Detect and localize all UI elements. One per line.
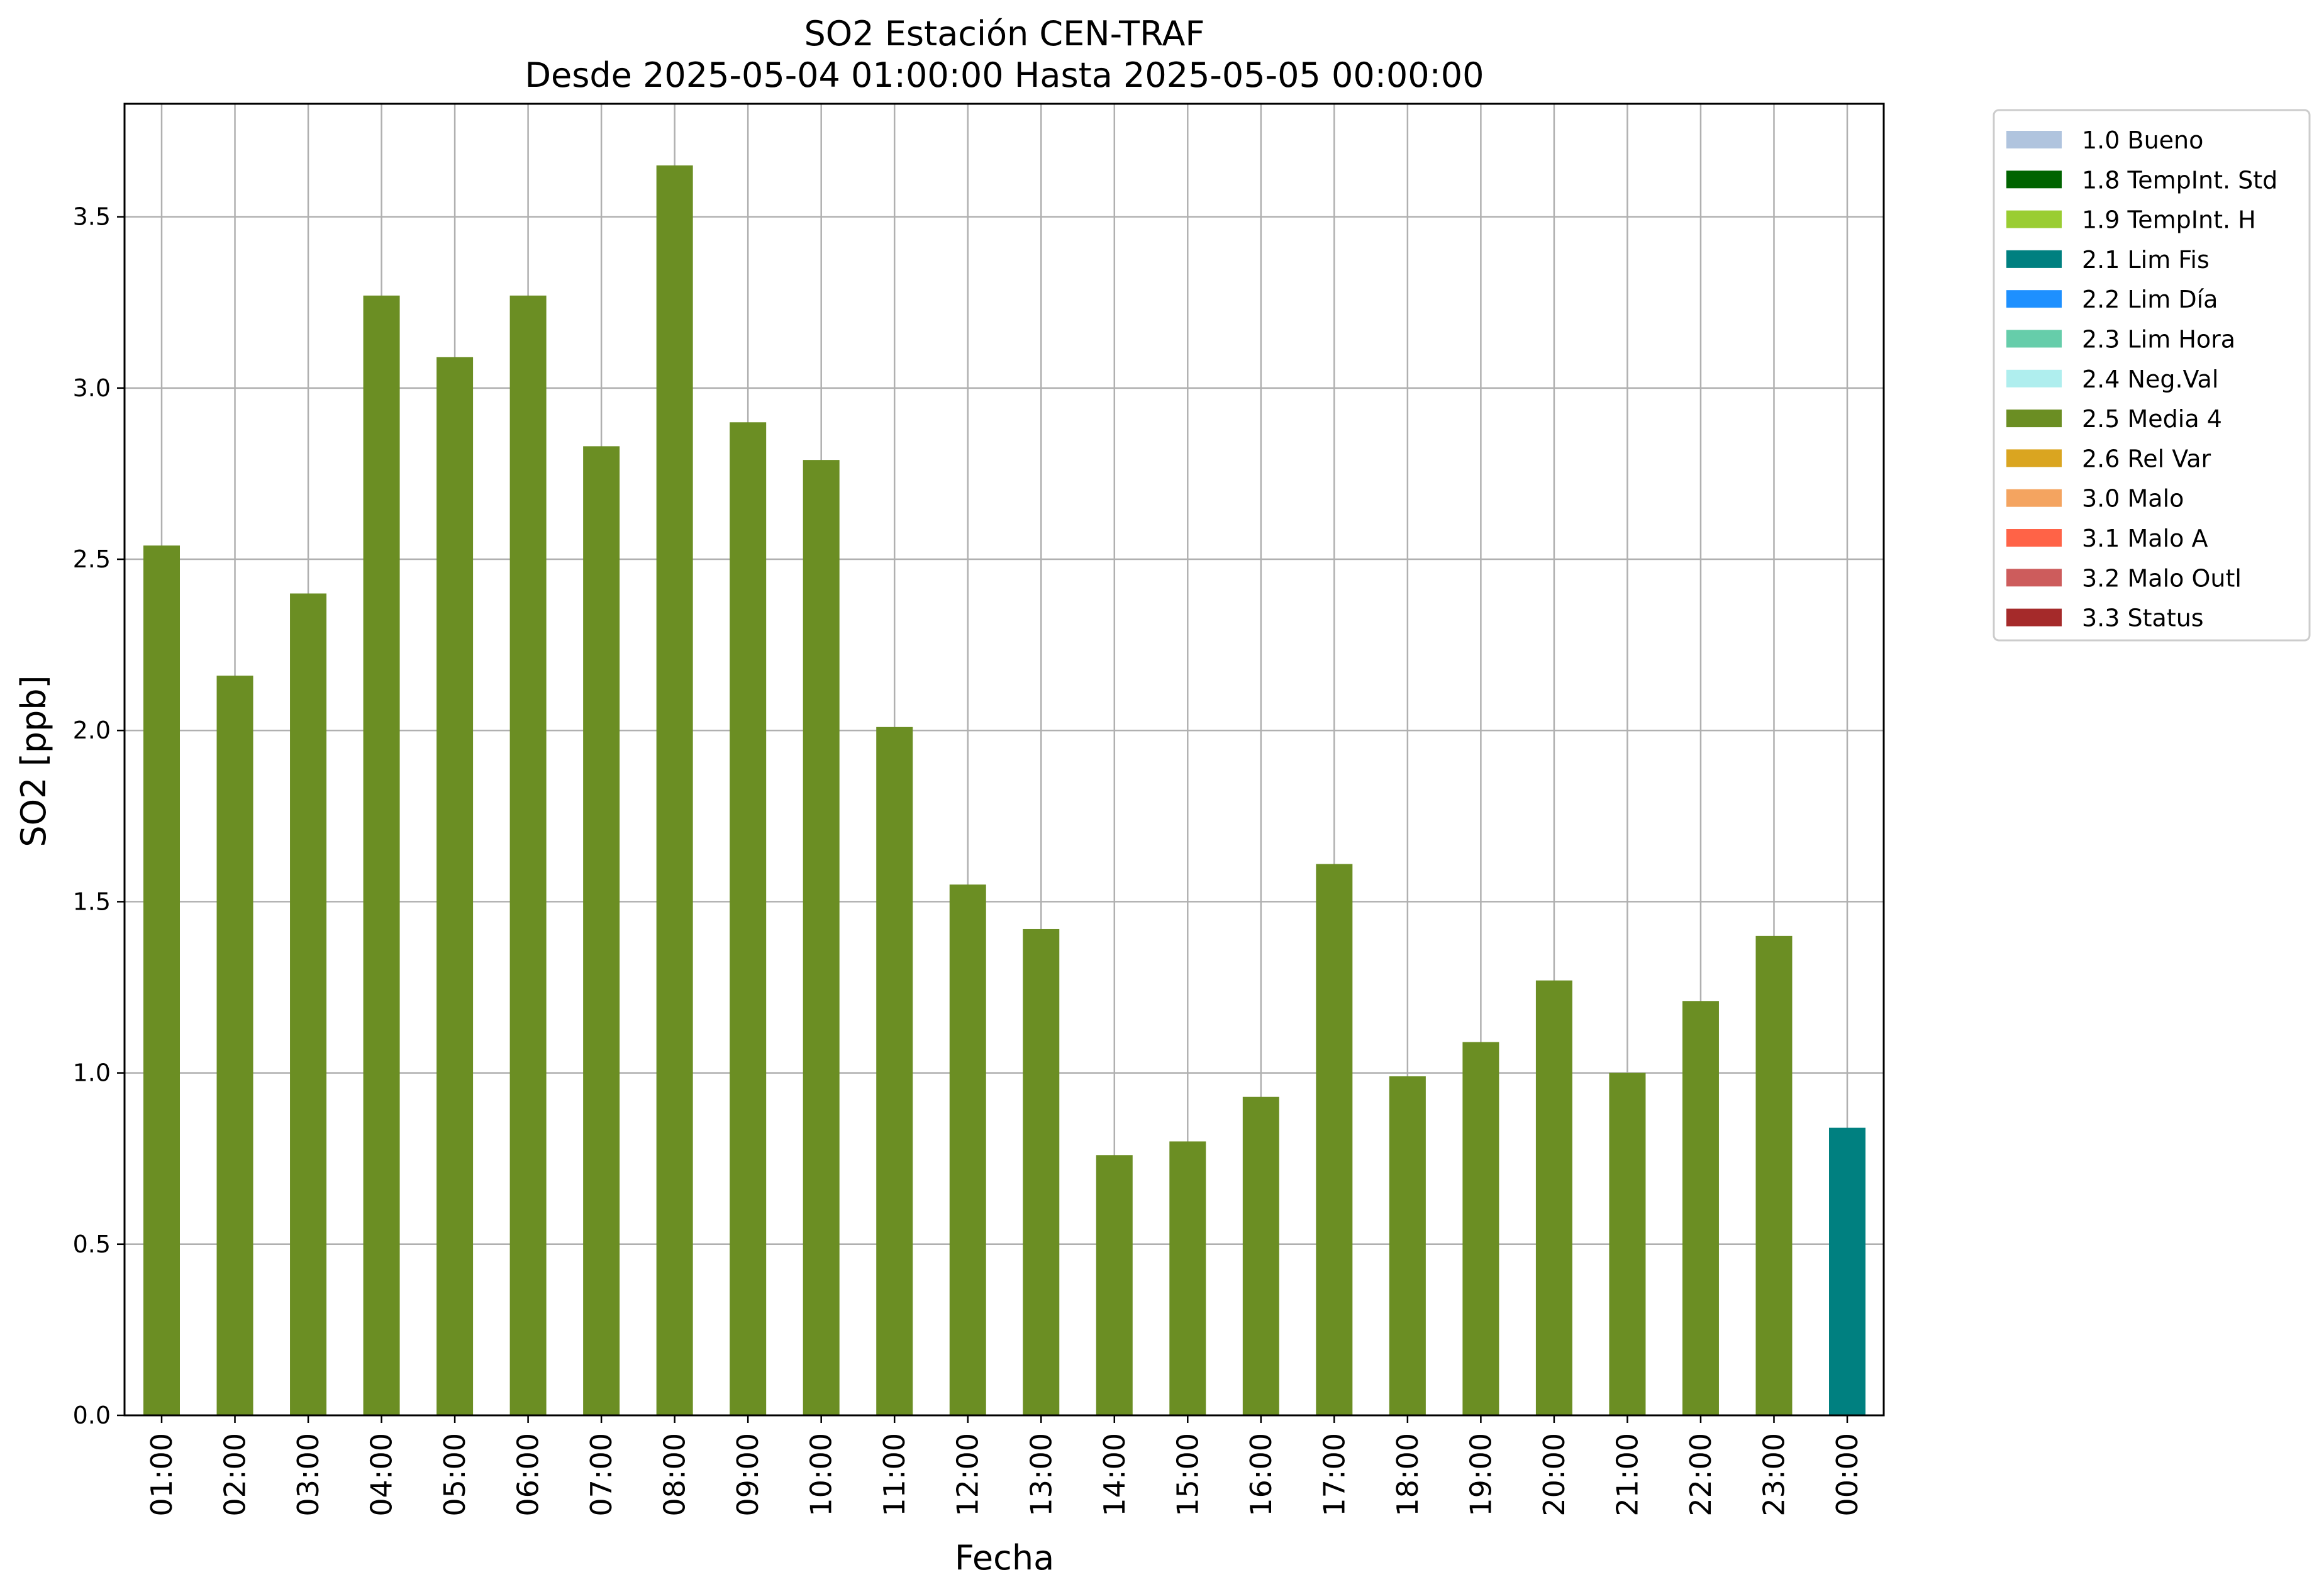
x-tick-label: 10:00 [804,1433,838,1517]
legend-swatch [2006,410,2062,428]
x-tick-label: 11:00 [877,1433,911,1517]
bar-1800 [1389,1076,1426,1415]
y-tick-label: 3.0 [73,374,111,402]
legend-swatch [2006,369,2062,387]
legend-label: 2.1 Lim Fis [2082,246,2210,274]
bar-0200 [216,676,253,1415]
legend-swatch [2006,131,2062,148]
x-tick-label: 06:00 [511,1433,545,1517]
y-tick-label: 0.5 [73,1230,111,1258]
legend-label: 1.8 TempInt. Std [2082,166,2277,194]
legend-swatch [2006,170,2062,189]
legend-label: 3.3 Status [2082,605,2204,632]
x-tick-label: 15:00 [1170,1433,1204,1517]
bars [143,165,1865,1416]
x-tick-label: 08:00 [658,1433,692,1517]
x-tick-label: 16:00 [1244,1433,1278,1517]
legend-swatch [2006,290,2062,308]
x-tick-label: 20:00 [1537,1433,1571,1517]
bar-2000 [1535,980,1572,1415]
bar-1300 [1023,928,1060,1415]
legend-label: 3.1 Malo A [2082,525,2208,552]
bar-2200 [1682,1001,1719,1415]
bar-1600 [1242,1096,1279,1415]
x-tick-label: 14:00 [1098,1433,1131,1517]
legend-swatch [2006,569,2062,587]
x-tick-label: 05:00 [438,1433,472,1517]
x-axis: 01:00 02:00 03:00 04:00 05:00 06:00 07:00 08:00… [145,1415,1864,1517]
bar-1000 [803,460,840,1415]
chart-title: SO2 Estación CEN-TRAF [804,14,1204,53]
x-tick-label: 04:00 [365,1433,399,1517]
bar-0600 [509,295,547,1415]
x-tick-label: 09:00 [731,1433,765,1517]
legend-label: 2.6 Rel Var [2082,445,2211,472]
x-tick-label: 22:00 [1684,1433,1718,1517]
legend-label: 2.2 Lim Día [2082,286,2218,313]
bar-1100 [876,727,913,1415]
legend-label: 3.0 Malo [2082,485,2184,513]
x-tick-label: 00:00 [1830,1433,1864,1517]
y-tick-label: 0.0 [73,1402,111,1429]
x-tick-label: 13:00 [1024,1433,1058,1517]
x-tick-label: 03:00 [291,1433,325,1517]
bar-1900 [1462,1042,1499,1415]
legend-label: 3.2 Malo Outl [2082,564,2242,592]
legend-swatch [2006,250,2062,268]
bar-0500 [436,357,474,1415]
x-tick-label: 23:00 [1757,1433,1791,1517]
bar-0900 [730,422,767,1416]
bar-2100 [1609,1073,1646,1415]
y-tick-label: 1.0 [73,1059,111,1087]
bar-0700 [583,446,620,1415]
legend-swatch [2006,210,2062,228]
x-axis-label: Fecha [955,1538,1054,1578]
legend-swatch [2006,489,2062,507]
legend-swatch [2006,330,2062,348]
bar-0800 [656,165,693,1416]
legend-label: 2.3 Lim Hora [2082,326,2235,354]
legend-swatch [2006,529,2062,547]
legend-swatch [2006,608,2062,627]
y-tick-label: 3.5 [73,203,111,231]
x-tick-label: 18:00 [1391,1433,1425,1517]
legend-label: 1.0 Bueno [2082,126,2203,154]
y-axis: 0.0 0.5 1.0 1.5 2.0 2.5 3.0 3.5 [73,203,125,1429]
legend-label: 1.9 TempInt. H [2082,206,2256,234]
bar-0100 [143,545,180,1415]
bar-1500 [1169,1141,1206,1415]
x-tick-label: 17:00 [1317,1433,1351,1517]
x-tick-label: 07:00 [584,1433,618,1517]
plot-frame [123,103,1885,1417]
x-tick-label: 12:00 [951,1433,985,1517]
y-axis-label: SO2 [ppb] [14,675,53,847]
bar-1400 [1096,1155,1133,1415]
legend-box [1993,109,2311,642]
legend-swatch [2006,449,2062,467]
y-tick-label: 2.5 [73,545,111,573]
x-tick-label: 02:00 [218,1433,252,1517]
legend-label: 2.4 Neg.Val [2082,365,2218,393]
x-tick-label: 19:00 [1464,1433,1498,1517]
bar-0300 [290,593,327,1415]
x-tick-label: 01:00 [145,1433,179,1517]
bar-1200 [949,884,986,1415]
legend: 1.0 Bueno 1.8 TempInt. Std 1.9 TempInt. H 2… [1993,109,2311,642]
x-tick-label: 21:00 [1610,1433,1644,1517]
y-tick-label: 1.5 [73,888,111,915]
bar-1700 [1316,864,1353,1415]
bar-0400 [363,295,400,1415]
legend-label: 2.5 Media 4 [2082,405,2222,433]
bar-0000 [1829,1127,1865,1415]
bar-2300 [1755,935,1793,1415]
y-tick-label: 2.0 [73,716,111,744]
chart-subtitle: Desde 2025-05-04 01:00:00 Hasta 2025-05-… [525,55,1484,95]
